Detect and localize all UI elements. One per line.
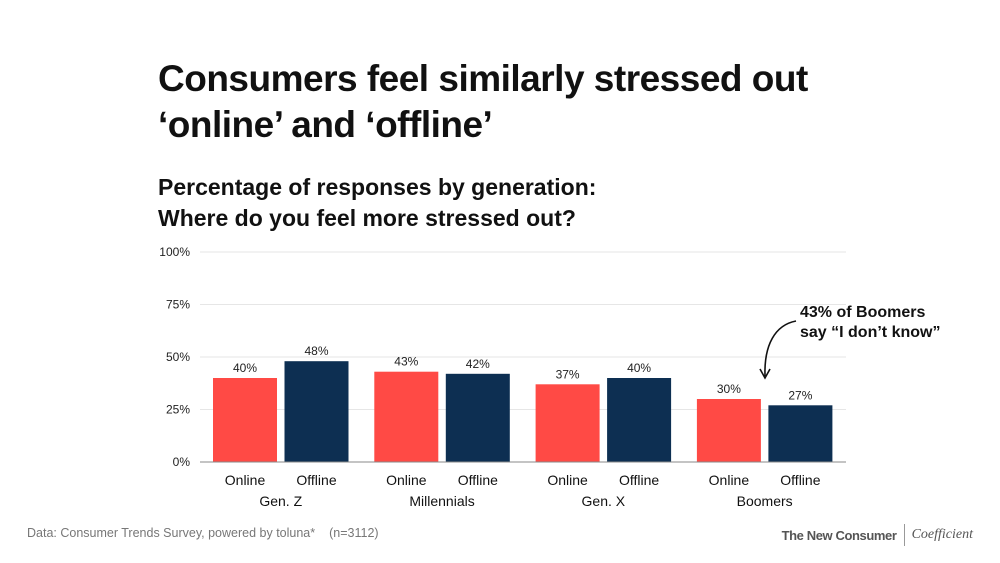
bar-offline: [768, 405, 833, 462]
subtitle-line-2: Where do you feel more stressed out?: [158, 205, 576, 231]
y-tick-label: 0%: [173, 455, 191, 469]
y-tick-label: 100%: [159, 245, 190, 259]
y-tick-label: 50%: [166, 350, 190, 364]
bar-online: [374, 371, 439, 462]
x-series-label: Online: [547, 472, 588, 488]
annotation-arrowhead-icon: [759, 368, 771, 380]
x-series-label: Online: [225, 472, 266, 488]
bar-online: [213, 378, 277, 462]
bar-online: [696, 399, 761, 462]
data-label: 48%: [304, 344, 328, 358]
brand-divider: [903, 524, 905, 546]
bar-offline: [607, 378, 672, 462]
chart-subtitle: Percentage of responses by generation: W…: [158, 172, 596, 234]
data-label: 37%: [556, 367, 580, 381]
data-label: 43%: [394, 355, 418, 369]
annotation-line-1: 43% of Boomers: [800, 304, 925, 321]
x-series-label: Online: [709, 472, 750, 488]
data-label: 42%: [466, 357, 490, 371]
x-category-label: Boomers: [737, 493, 793, 509]
x-series-label: Offline: [458, 472, 498, 488]
chart-title: Consumers feel similarly stressed out ‘o…: [158, 58, 808, 145]
brand-the-new-consumer: The New Consumer: [781, 527, 897, 543]
x-category-label: Gen. X: [582, 493, 626, 509]
x-category-label: Gen. Z: [259, 493, 302, 509]
x-series-label: Offline: [780, 472, 820, 488]
source-text: Data: Consumer Trends Survey, powered by…: [27, 526, 316, 540]
bar-online: [535, 384, 600, 462]
x-series-label: Online: [386, 472, 427, 488]
data-label: 27%: [788, 388, 812, 402]
brand-logos: The New Consumer Coefficient: [782, 524, 973, 546]
bar-offline: [445, 373, 510, 462]
sample-size: (n=3112): [329, 526, 379, 540]
data-label: 40%: [627, 361, 651, 375]
y-tick-label: 25%: [166, 403, 190, 417]
source-note: Data: Consumer Trends Survey, powered by…: [27, 526, 379, 540]
x-category-label: Millennials: [409, 493, 474, 509]
x-series-label: Offline: [619, 472, 659, 488]
bar-offline: [284, 361, 349, 462]
x-series-label: Offline: [296, 472, 336, 488]
y-tick-label: 75%: [166, 298, 190, 312]
annotation-line-2: say “I don’t know”: [800, 324, 940, 341]
subtitle-line-1: Percentage of responses by generation:: [158, 174, 597, 200]
brand-coefficient: Coefficient: [911, 527, 973, 542]
data-label: 40%: [233, 361, 257, 375]
annotation-arrow-icon: [764, 320, 797, 377]
data-label: 30%: [717, 382, 741, 396]
